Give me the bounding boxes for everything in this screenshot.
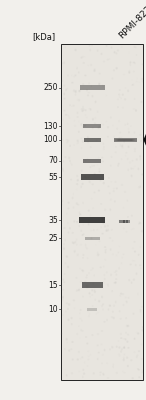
Bar: [126, 220, 130, 223]
Text: 55: 55: [48, 173, 58, 182]
Bar: [61, 44, 143, 380]
Bar: [116, 138, 134, 141]
Bar: [114, 138, 137, 142]
Bar: [118, 138, 132, 141]
Text: [kDa]: [kDa]: [32, 32, 55, 41]
Bar: [117, 138, 133, 141]
Bar: [84, 138, 101, 142]
Text: RPMI-8226: RPMI-8226: [117, 0, 146, 40]
Bar: [80, 86, 105, 90]
Bar: [82, 282, 103, 288]
Text: 70: 70: [48, 156, 58, 166]
Polygon shape: [143, 132, 146, 147]
Text: 10: 10: [48, 305, 58, 314]
Bar: [79, 217, 105, 224]
Bar: [114, 138, 137, 141]
Text: 100: 100: [43, 135, 58, 144]
Bar: [115, 138, 135, 141]
Bar: [123, 220, 128, 223]
Bar: [85, 236, 100, 240]
Text: 250: 250: [43, 83, 58, 92]
Bar: [81, 174, 104, 180]
Bar: [83, 124, 101, 128]
Bar: [87, 308, 97, 311]
Text: 15: 15: [48, 281, 58, 290]
Bar: [119, 220, 125, 223]
Text: 130: 130: [43, 122, 58, 131]
Bar: [83, 159, 101, 163]
Text: 25: 25: [48, 234, 58, 243]
Text: 35: 35: [48, 216, 58, 225]
